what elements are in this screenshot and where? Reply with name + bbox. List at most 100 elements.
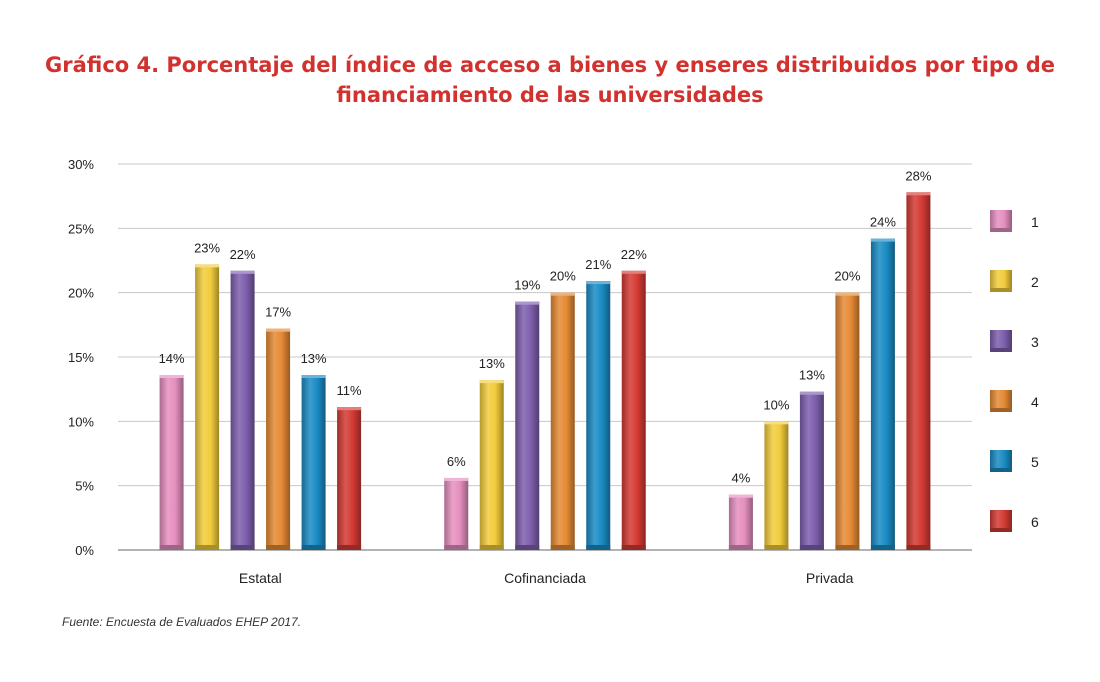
data-label: 28% — [905, 168, 931, 183]
legend-swatch — [990, 450, 1012, 472]
y-tick-label: 20% — [68, 286, 94, 301]
legend-label: 4 — [1031, 394, 1039, 410]
data-label: 13% — [301, 351, 327, 366]
x-tick-label: Privada — [806, 570, 854, 586]
bar-cap — [728, 494, 753, 498]
legend-swatch — [990, 510, 1012, 532]
bar-base — [159, 545, 184, 550]
bar-cap — [835, 292, 860, 296]
legend: 1 2 3 4 5 6 — [990, 210, 1039, 532]
y-tick-label: 30% — [68, 157, 94, 172]
x-tick-label: Estatal — [239, 570, 282, 586]
bar-series-5-estatal — [301, 375, 326, 550]
legend-swatch — [990, 330, 1012, 352]
bar-base — [835, 545, 860, 550]
bar-base — [870, 545, 895, 550]
bar-base — [230, 545, 255, 550]
bar-cap — [337, 407, 362, 411]
legend-swatch-base — [990, 228, 1012, 232]
bar-series-1-estatal — [159, 375, 184, 550]
legend-swatch-base — [990, 288, 1012, 292]
bar-cap — [550, 292, 575, 296]
bar-series-2-estatal — [195, 264, 220, 550]
legend-swatch — [990, 210, 1012, 232]
bar-cap — [230, 270, 255, 274]
bar-base — [550, 545, 575, 550]
data-label: 14% — [159, 351, 185, 366]
bar-series-5-privada — [870, 238, 895, 551]
legend-label: 3 — [1031, 334, 1039, 350]
legend-label: 2 — [1031, 274, 1039, 290]
bar-base — [728, 545, 753, 550]
y-tick-label: 15% — [68, 350, 94, 365]
bar-series-2-cofinanciada — [479, 380, 504, 550]
data-label: 17% — [265, 305, 291, 320]
bar-cap — [906, 192, 931, 196]
chart-title-line-2: financiamiento de las universidades — [336, 83, 764, 107]
data-label: 13% — [479, 356, 505, 371]
bar-cap — [764, 421, 789, 425]
bar-cap — [266, 328, 291, 332]
bar-cap — [195, 264, 220, 268]
bar-cap — [159, 375, 184, 379]
bar-series-1-privada — [728, 494, 753, 550]
data-label: 21% — [585, 257, 611, 272]
data-label: 4% — [732, 471, 751, 486]
legend-swatch — [990, 390, 1012, 412]
y-tick-label: 25% — [68, 221, 94, 236]
bar-base — [799, 545, 824, 550]
bar-cap — [444, 477, 469, 481]
data-label: 13% — [799, 368, 825, 383]
data-label: 11% — [337, 383, 362, 398]
bar-series-5-cofinanciada — [586, 281, 611, 550]
y-tick-label: 10% — [68, 414, 94, 429]
legend-swatch-base — [990, 468, 1012, 472]
bar-base — [266, 545, 291, 550]
y-axis-ticks: 0% 5% 10% 15% 20% 25% 30% — [68, 157, 94, 558]
data-label: 24% — [870, 215, 896, 230]
chart-title: Gráfico 4. Porcentaje del índice de acce… — [0, 50, 1100, 110]
legend-label: 5 — [1031, 454, 1039, 470]
bar-cap — [301, 375, 326, 379]
legend-label: 6 — [1031, 514, 1039, 530]
data-label: 19% — [514, 278, 540, 293]
bar-cap — [870, 238, 895, 242]
data-label: 23% — [194, 240, 220, 255]
bar-base — [301, 545, 326, 550]
bar-series-4-privada — [835, 292, 860, 550]
source-note: Fuente: Encuesta de Evaluados EHEP 2017. — [62, 615, 302, 629]
bar-series-3-cofinanciada — [515, 301, 540, 550]
bar-base — [764, 545, 789, 550]
bar-base — [444, 545, 469, 550]
data-label: 22% — [621, 247, 647, 262]
grid-lines — [118, 163, 972, 551]
legend-swatch-base — [990, 348, 1012, 352]
legend-swatch-base — [990, 408, 1012, 412]
bar-cap — [621, 270, 646, 274]
legend-label: 1 — [1031, 214, 1039, 230]
bar-base — [515, 545, 540, 550]
data-label: 22% — [230, 247, 256, 262]
bar-series-2-privada — [764, 421, 789, 550]
data-labels: 14% 23% 22% 17% 13% 11% 6% 13% 19% 20% 21% 22% 4% 10%… — [159, 168, 932, 485]
x-axis-ticks: Estatal Cofinanciada Privada — [239, 570, 854, 586]
bar-base — [906, 545, 931, 550]
x-tick-label: Cofinanciada — [504, 570, 586, 586]
y-tick-label: 0% — [75, 543, 94, 558]
chart-title-line-1: Gráfico 4. Porcentaje del índice de acce… — [45, 53, 1055, 77]
data-label: 20% — [550, 269, 576, 284]
bars — [159, 192, 931, 551]
bar-base — [621, 545, 646, 550]
bar-series-6-cofinanciada — [621, 270, 646, 550]
bar-series-3-estatal — [230, 270, 255, 550]
bar-base — [337, 545, 362, 550]
legend-swatch — [990, 270, 1012, 292]
bar-base — [479, 545, 504, 550]
bar-cap — [799, 391, 824, 395]
data-label: 6% — [447, 454, 466, 469]
bar-base — [195, 545, 220, 550]
bar-series-6-privada — [906, 192, 931, 550]
legend-swatch-base — [990, 528, 1012, 532]
y-tick-label: 5% — [75, 479, 94, 494]
